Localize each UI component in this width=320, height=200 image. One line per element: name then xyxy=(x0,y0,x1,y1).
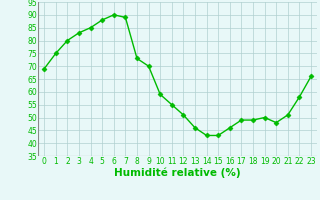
X-axis label: Humidité relative (%): Humidité relative (%) xyxy=(114,168,241,178)
